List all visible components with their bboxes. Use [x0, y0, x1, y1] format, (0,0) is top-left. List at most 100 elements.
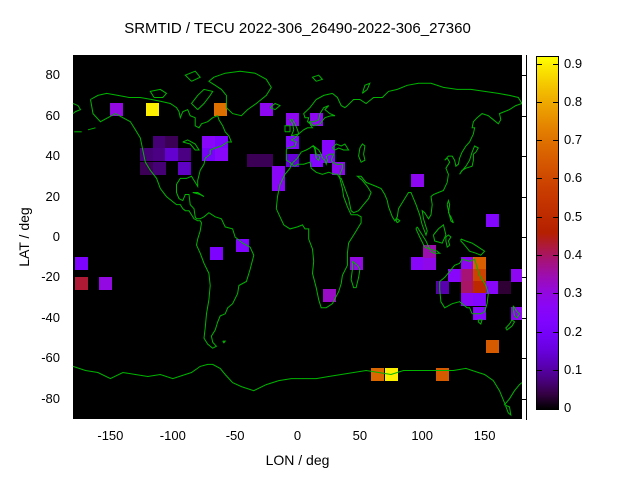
- colorbar-tick: [553, 101, 558, 103]
- colorbar-tick-label: 0.5: [564, 208, 583, 224]
- colorbar-tick: [537, 293, 542, 295]
- x-tick-label: -150: [97, 428, 124, 443]
- heatmap-cell: [473, 293, 487, 307]
- y-tick-label: 0: [52, 229, 60, 244]
- coastline-path: [90, 92, 255, 349]
- coastline-path: [445, 234, 452, 248]
- heatmap-cell: [146, 103, 160, 117]
- heatmap-cell: [214, 147, 228, 161]
- colorbar-tick: [553, 140, 558, 142]
- heatmap-cell: [110, 103, 124, 117]
- heatmap-cell: [272, 165, 286, 179]
- colorbar-tick: [537, 255, 542, 256]
- colorbar-tick-label: 0.4: [564, 247, 583, 262]
- y-tick-label: 60: [45, 107, 60, 123]
- heatmap-cell: [460, 268, 474, 282]
- heatmap-cell: [247, 153, 261, 167]
- coastline-path: [289, 119, 300, 137]
- heatmap-cell: [510, 307, 522, 321]
- heatmap-cell: [140, 161, 154, 175]
- heatmap-cell: [202, 135, 216, 149]
- right-axis-tick: [522, 317, 527, 319]
- heatmap-cell: [460, 281, 474, 295]
- colorbar-tick-label: 0.1: [564, 361, 583, 377]
- right-axis-tick: [522, 398, 527, 400]
- colorbar-tick: [553, 216, 558, 218]
- heatmap-cell: [473, 256, 487, 270]
- heatmap-cell: [410, 173, 424, 187]
- colorbar-tick: [553, 178, 558, 180]
- colorbar-tick: [537, 63, 542, 65]
- coastline-path: [311, 74, 324, 82]
- coastline-path: [460, 238, 486, 256]
- heatmap-cell: [152, 135, 166, 149]
- heatmap-cell: [286, 153, 299, 167]
- heatmap-cell: [259, 103, 273, 117]
- x-axis-label: LON / deg: [265, 452, 330, 468]
- heatmap-cell: [410, 256, 424, 270]
- coastline-path: [512, 305, 521, 319]
- coastline-path: [350, 260, 361, 289]
- coastline-path: [269, 102, 281, 111]
- colorbar-tick: [553, 369, 558, 371]
- heatmap-cell: [460, 293, 474, 307]
- heatmap-cell: [323, 289, 337, 303]
- colorbar-tick: [537, 369, 542, 371]
- heatmap-cell: [485, 214, 499, 228]
- x-tick-label: 150: [473, 428, 496, 443]
- right-axis-tick: [522, 115, 527, 117]
- colorbar-tick: [537, 216, 542, 218]
- heatmap-cell: [177, 161, 191, 175]
- heatmap-cell: [498, 281, 511, 295]
- coastline-path: [308, 105, 336, 127]
- plot-title: SRMTID / TECU 2022-306_26490-2022-306_27…: [124, 20, 471, 37]
- coastline-path: [446, 198, 454, 224]
- heatmap-cell: [423, 256, 437, 270]
- heatmap-cell: [209, 246, 223, 260]
- colorbar: [536, 56, 559, 410]
- right-axis-tick: [522, 237, 527, 238]
- heatmap-cell: [236, 238, 250, 252]
- heatmap-cell: [98, 277, 112, 290]
- colorbar-tick: [537, 140, 542, 142]
- y-tick-label: -40: [41, 309, 60, 325]
- coastline-path: [459, 145, 479, 175]
- colorbar-tick-label: 0: [564, 400, 572, 415]
- coastline-path: [275, 161, 362, 309]
- colorbar-tick: [553, 293, 558, 295]
- x-tick-label: -100: [159, 428, 186, 443]
- heatmap-cells-layer: [73, 55, 522, 419]
- heatmap-cell: [213, 103, 227, 117]
- y-tick-label: 40: [45, 148, 60, 164]
- coastline-path: [87, 127, 96, 131]
- heatmap-cell: [510, 268, 522, 282]
- y-tick-label: 80: [45, 67, 60, 83]
- right-axis-tick: [522, 358, 527, 360]
- colorbar-tick-label: 0.9: [564, 55, 583, 71]
- right-axis-tick: [522, 196, 527, 198]
- coastline-path: [285, 92, 522, 237]
- heatmap-cell: [259, 153, 273, 167]
- coastline-path: [222, 340, 227, 344]
- heatmap-cell: [214, 135, 228, 149]
- coastline-map: [73, 70, 522, 417]
- heatmap-cell: [435, 368, 449, 381]
- colorbar-tick: [537, 101, 542, 103]
- heatmap-cell: [435, 281, 449, 295]
- heatmap-cell: [177, 147, 191, 161]
- x-tick-label: 100: [411, 428, 434, 443]
- heatmap-cell: [75, 277, 89, 290]
- coastline-path: [149, 88, 168, 98]
- coastline-path: [332, 82, 522, 109]
- coastline-path: [284, 125, 291, 133]
- coastline-path: [358, 143, 366, 163]
- heatmap-cell: [485, 281, 499, 295]
- heatmap-cell: [152, 147, 166, 161]
- y-tick-label: -60: [41, 350, 60, 366]
- coastline-path: [439, 258, 489, 315]
- coastline-path: [429, 248, 442, 254]
- right-axis-tick: [522, 156, 527, 158]
- coastline-path: [332, 143, 350, 151]
- x-tick-label: -50: [225, 428, 245, 443]
- colorbar-tick: [553, 331, 558, 333]
